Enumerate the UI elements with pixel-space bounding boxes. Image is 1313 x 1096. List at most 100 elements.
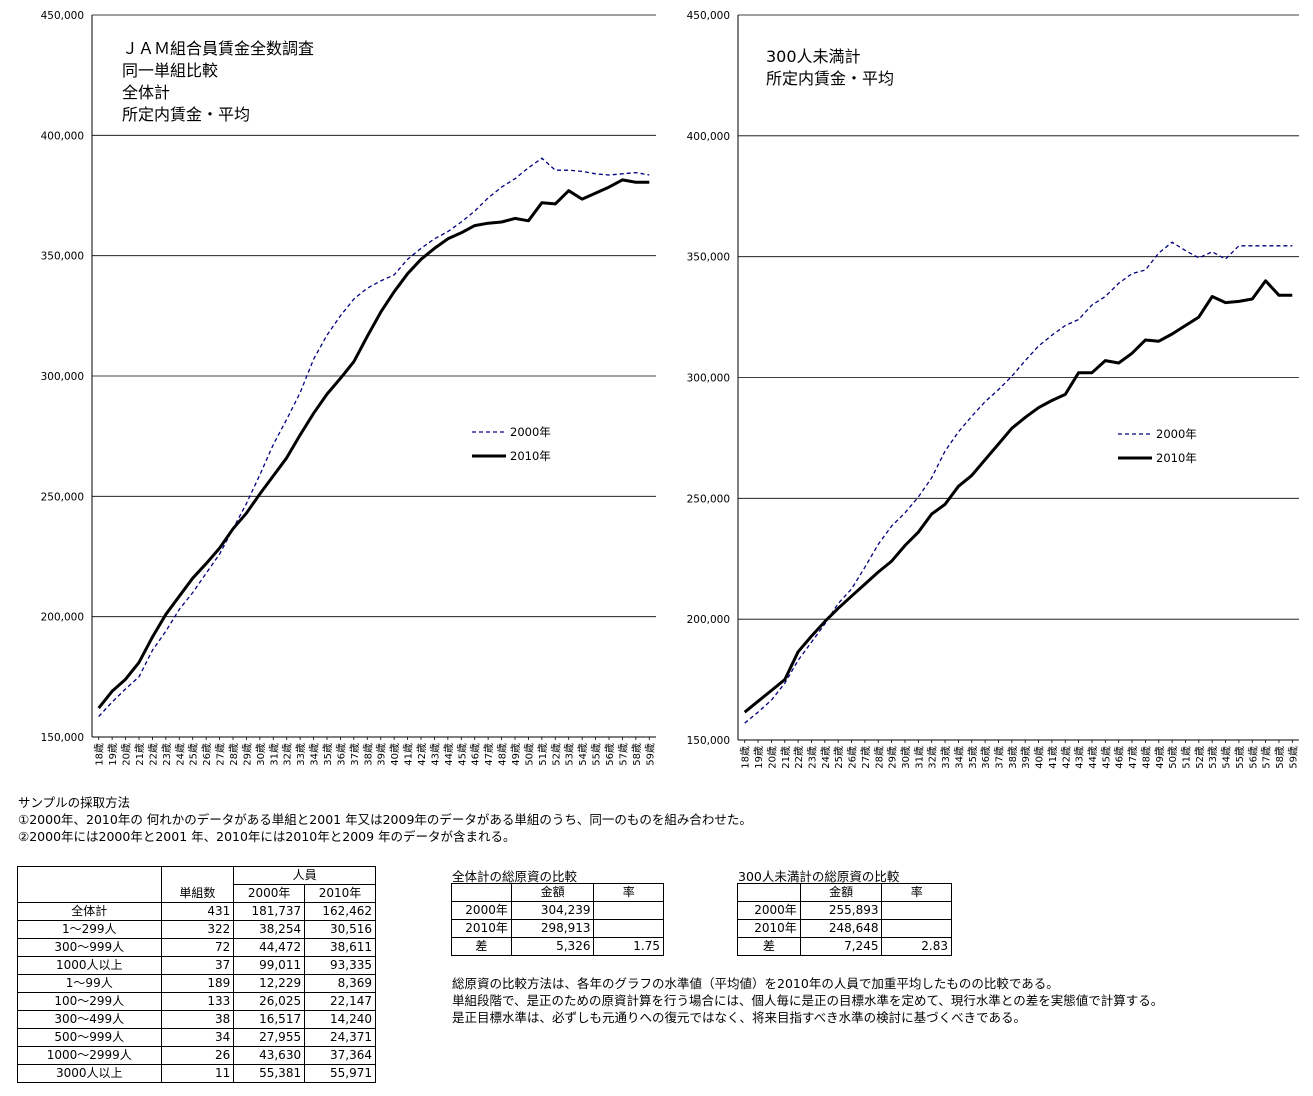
- x-tick-label: 28歳: [228, 743, 240, 766]
- sampling-title: サンプルの採取方法: [18, 795, 131, 810]
- y-tick-label: 350,000: [687, 252, 730, 264]
- row-label: 1000人以上: [17, 956, 162, 975]
- chart-title-line: 同一単組比較: [122, 61, 218, 80]
- cell-units: 11: [160, 1064, 235, 1083]
- x-tick-label: 29歳: [241, 743, 253, 766]
- x-tick-label: 23歳: [806, 746, 818, 769]
- x-tick-label: 57歳: [1261, 746, 1273, 769]
- rate-header: 率: [593, 883, 664, 902]
- amount-cell: 7,245: [799, 937, 883, 956]
- y-tick-label: 400,000: [41, 130, 84, 142]
- x-tick-label: 45歳: [1100, 746, 1112, 769]
- cell-p2010: 37,364: [304, 1046, 376, 1065]
- cell-p2000: 16,517: [233, 1010, 306, 1029]
- x-tick-label: 44歳: [443, 743, 455, 766]
- row-label: 100～299人: [17, 992, 162, 1011]
- row-label: 差: [737, 937, 801, 956]
- x-tick-label: 55歳: [591, 743, 603, 766]
- x-tick-label: 24歳: [174, 743, 186, 766]
- cell-p2000: 43,630: [233, 1046, 306, 1065]
- x-tick-label: 33歳: [295, 743, 307, 766]
- x-tick-label: 40歳: [1034, 746, 1046, 769]
- x-tick-label: 32歳: [282, 743, 294, 766]
- y-tick-label: 200,000: [687, 614, 730, 626]
- amount-header: 金額: [510, 883, 595, 902]
- series-line-2010年: [97, 178, 650, 710]
- x-tick-label: 37歳: [349, 743, 361, 766]
- y-tick-label: 250,000: [41, 491, 84, 503]
- y-tick-label: 150,000: [687, 735, 730, 747]
- x-tick-label: 58歳: [1274, 746, 1286, 769]
- x-tick-label: 27歳: [215, 743, 227, 766]
- row-label: 300～499人: [17, 1010, 162, 1029]
- x-tick-label: 29歳: [887, 746, 899, 769]
- amount-cell: 255,893: [799, 901, 883, 920]
- explanation-line-3: 是正目標水準は、必ずしも元通りへの復元ではなく、将来目指すべき水準の検討に基づく…: [452, 1010, 1027, 1025]
- row-label: 2000年: [737, 901, 801, 920]
- y-tick-label: 350,000: [41, 251, 84, 263]
- x-tick-label: 30歳: [900, 746, 912, 769]
- table-row: 300～499人 38 16,517 14,240: [17, 1010, 376, 1029]
- x-tick-label: 59歳: [644, 743, 656, 766]
- x-tick-label: 52歳: [1194, 746, 1206, 769]
- table-row: 500～999人 34 27,955 24,371: [17, 1028, 376, 1047]
- cell-p2010: 22,147: [304, 992, 376, 1011]
- table-row: 300～999人 72 44,472 38,611: [17, 938, 376, 957]
- explanation-line-1: 総原資の比較方法は、各年のグラフの水準値（平均値）を2010年の人員で加重平均し…: [452, 976, 1059, 991]
- chart-under300-wage: 150,000 200,000 250,000 300,000 350,000 400,0…: [687, 10, 1300, 769]
- x-tick-label: 50歳: [1167, 746, 1179, 769]
- y-tick-label: 250,000: [687, 493, 730, 505]
- x-tick-label: 53歳: [1207, 746, 1219, 769]
- chart-title-line: 全体計: [122, 83, 170, 102]
- chart-title-line: 所定内賃金・平均: [766, 69, 894, 88]
- x-tick-label: 47歳: [1127, 746, 1139, 769]
- chart-overall-wage: 150,000 200,000 250,000 300,000 350,000 400,0…: [41, 10, 657, 766]
- amount-header: 金額: [799, 883, 883, 902]
- cell-units: 133: [160, 992, 235, 1011]
- chart-title-line: 所定内賃金・平均: [122, 105, 250, 124]
- row-label: 2010年: [451, 919, 512, 938]
- y-tick-label: 450,000: [41, 10, 84, 22]
- rate-header: 率: [881, 883, 952, 902]
- x-tick-label: 39歳: [376, 743, 388, 766]
- chart-title-line: 300人未満計: [766, 47, 861, 66]
- row-label: 500～999人: [17, 1028, 162, 1047]
- small-caption: 300人未満計の総原資の比較: [738, 869, 900, 884]
- x-tick-label: 42歳: [416, 743, 428, 766]
- y-tick-label: 400,000: [687, 131, 730, 143]
- x-tick-label: 22歳: [147, 743, 159, 766]
- x-tick-label: 51歳: [1180, 746, 1192, 769]
- cell-units: 431: [160, 902, 235, 921]
- header-blank: [17, 866, 162, 903]
- x-tick-label: 34歳: [953, 746, 965, 769]
- x-tick-label: 45歳: [456, 743, 468, 766]
- x-tick-label: 46歳: [1114, 746, 1126, 769]
- rate-cell: [593, 919, 664, 938]
- row-label: 2010年: [737, 919, 801, 938]
- x-tick-label: 43歳: [429, 743, 441, 766]
- header-units: 単組数: [160, 866, 235, 903]
- y-tick-label: 200,000: [41, 612, 84, 624]
- series-line-2010年: [743, 279, 1293, 714]
- x-tick-label: 32歳: [927, 746, 939, 769]
- rate-cell: [593, 901, 664, 920]
- cell-p2010: 14,240: [304, 1010, 376, 1029]
- cell-p2010: 162,462: [304, 902, 376, 921]
- x-tick-label: 22歳: [793, 746, 805, 769]
- cell-p2000: 26,025: [233, 992, 306, 1011]
- x-tick-label: 20歳: [766, 746, 778, 769]
- amount-cell: 248,648: [799, 919, 883, 938]
- total-fund-table: 金額率 2000年 304,239 2010年 298,913 差 5,326 1.75: [451, 883, 664, 956]
- cell-p2010: 24,371: [304, 1028, 376, 1047]
- cell-p2000: 44,472: [233, 938, 306, 957]
- x-tick-label: 56歳: [604, 743, 616, 766]
- x-tick-label: 52歳: [550, 743, 562, 766]
- rate-cell: [881, 919, 952, 938]
- x-tick-label: 44歳: [1087, 746, 1099, 769]
- x-tick-label: 51歳: [537, 743, 549, 766]
- x-tick-label: 54歳: [577, 743, 589, 766]
- y-tick-label: 300,000: [687, 373, 730, 385]
- cell-units: 26: [160, 1046, 235, 1065]
- blank: [737, 883, 801, 902]
- row-label: 1000～2999人: [17, 1046, 162, 1065]
